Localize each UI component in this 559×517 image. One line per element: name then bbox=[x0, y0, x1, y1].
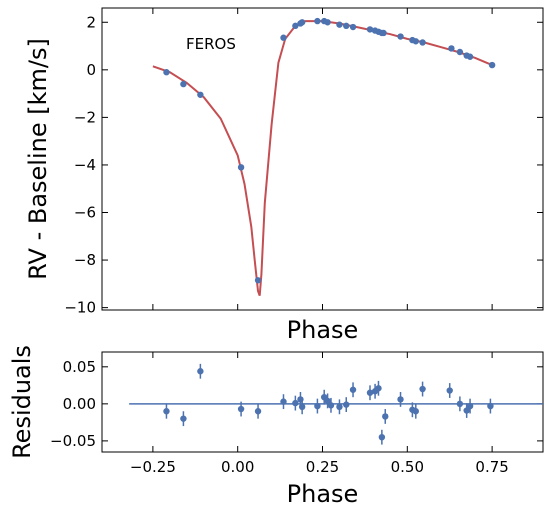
rv-data-point bbox=[280, 34, 287, 41]
rv-data-point bbox=[456, 48, 464, 56]
residual-data-point bbox=[466, 402, 474, 410]
residual-data-point bbox=[412, 408, 419, 415]
rv-x-axis-label: Phase bbox=[287, 316, 359, 344]
rv-data-point bbox=[254, 277, 262, 284]
rv-data-point bbox=[237, 164, 245, 171]
rv-y-tick-label: −4 bbox=[74, 156, 96, 174]
residuals-ticks: −0.25 0.00 0.25 0.50 0.75 −0.05 0.00 0.05 bbox=[50, 352, 543, 476]
rv-y-tick-label: −2 bbox=[74, 108, 96, 126]
residuals-y-tick-label: −0.05 bbox=[50, 432, 96, 450]
residuals-x-tick-label: −0.25 bbox=[130, 458, 176, 476]
residual-data-point bbox=[298, 403, 306, 411]
residuals-x-tick-label: 0.50 bbox=[391, 458, 424, 476]
residual-data-point bbox=[180, 415, 187, 422]
residual-data-point bbox=[366, 389, 374, 396]
rv-data-point bbox=[349, 23, 357, 31]
residual-data-point bbox=[487, 402, 494, 410]
residual-data-point bbox=[197, 368, 204, 375]
residual-data-point bbox=[456, 400, 464, 408]
rv-data-point bbox=[343, 22, 350, 30]
rv-data-points bbox=[163, 17, 496, 284]
residual-data-point bbox=[324, 397, 331, 405]
rv-model-curve bbox=[152, 20, 493, 297]
residual-data-point bbox=[378, 433, 386, 441]
residual-data-point bbox=[397, 396, 404, 403]
residuals-plot-frame bbox=[101, 351, 544, 453]
rv-data-point bbox=[412, 38, 419, 45]
rv-y-tick-label: 0 bbox=[86, 61, 96, 79]
residual-data-point bbox=[254, 408, 262, 415]
rv-panel: −10 −8 −6 −4 −2 0 2 FEROS Phase RV - Baseline … bbox=[24, 7, 544, 344]
rv-y-tick-label: −10 bbox=[64, 299, 96, 317]
residuals-x-tick-label: 0.25 bbox=[306, 458, 339, 476]
rv-data-point bbox=[448, 45, 455, 52]
residual-data-point bbox=[349, 386, 357, 393]
rv-data-point bbox=[488, 61, 496, 69]
residual-data-point bbox=[314, 402, 321, 410]
rv-y-tick-label: −6 bbox=[74, 204, 96, 222]
residual-data-point bbox=[463, 407, 470, 414]
rv-data-point bbox=[419, 39, 426, 46]
residuals-panel: −0.25 0.00 0.25 0.50 0.75 −0.05 0.00 0.05 Phase… bbox=[8, 345, 544, 508]
rv-data-point bbox=[397, 33, 404, 40]
rv-y-tick-label: −8 bbox=[74, 251, 96, 269]
rv-plot-frame bbox=[101, 7, 544, 311]
residual-data-point bbox=[382, 413, 389, 420]
rv-data-point bbox=[314, 17, 321, 25]
residuals-data-points bbox=[163, 363, 494, 445]
rv-data-point bbox=[292, 22, 299, 30]
rv-data-point bbox=[180, 80, 187, 88]
residuals-y-tick-label: 0.00 bbox=[63, 395, 96, 413]
rv-data-point bbox=[163, 69, 170, 76]
residual-data-point bbox=[419, 385, 426, 393]
residuals-y-tick-label: 0.05 bbox=[63, 358, 96, 376]
residual-data-point bbox=[163, 408, 170, 415]
rv-data-point bbox=[380, 29, 387, 37]
residuals-x-axis-label: Phase bbox=[287, 480, 359, 508]
rv-data-point bbox=[298, 19, 306, 26]
residual-data-point bbox=[343, 401, 350, 408]
rv-ticks: −10 −8 −6 −4 −2 0 2 bbox=[64, 8, 543, 317]
residual-data-point bbox=[292, 399, 299, 407]
residual-data-point bbox=[446, 387, 453, 394]
residual-data-point bbox=[237, 405, 245, 413]
residual-data-point bbox=[336, 403, 343, 411]
rv-y-tick-label: 2 bbox=[86, 13, 96, 31]
rv-data-point bbox=[366, 26, 374, 33]
instrument-label: FEROS bbox=[186, 35, 236, 53]
rv-data-point bbox=[466, 53, 474, 60]
rv-data-point bbox=[336, 21, 343, 28]
rv-data-point bbox=[197, 91, 204, 98]
rv-y-axis-label: RV - Baseline [km/s] bbox=[24, 38, 52, 280]
residual-data-point bbox=[375, 385, 382, 392]
rv-data-point bbox=[324, 19, 331, 26]
residual-data-point bbox=[327, 402, 335, 409]
residuals-y-axis-label: Residuals bbox=[8, 345, 36, 459]
residual-data-point bbox=[280, 398, 287, 405]
residuals-x-tick-label: 0.00 bbox=[221, 458, 254, 476]
residuals-x-tick-label: 0.75 bbox=[475, 458, 508, 476]
